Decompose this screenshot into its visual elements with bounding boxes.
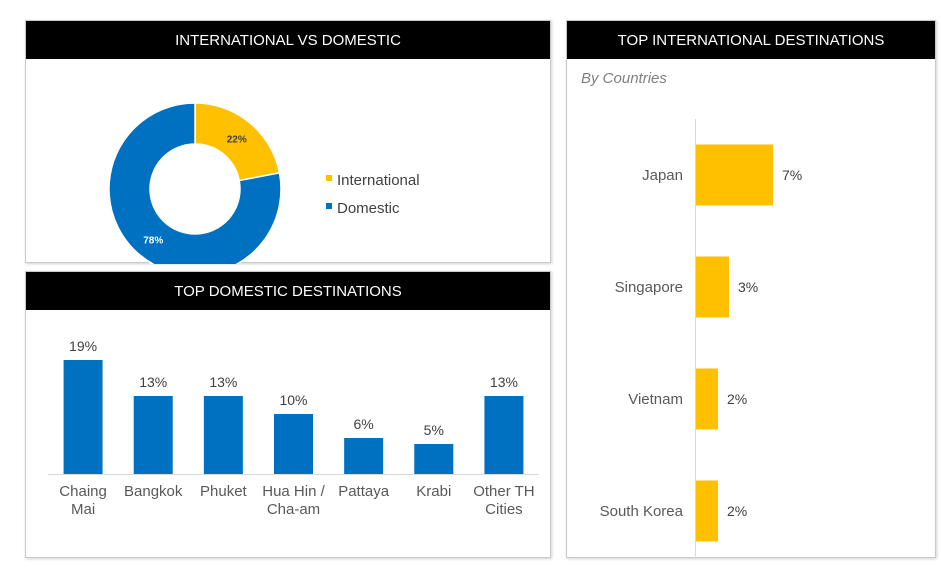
domestic-bar xyxy=(414,444,454,474)
international-bar xyxy=(696,144,773,206)
domestic-data-label: 5% xyxy=(424,422,444,438)
top-international-subtitle: By Countries xyxy=(581,70,667,87)
domestic-bar xyxy=(63,360,103,474)
international-data-label: 7% xyxy=(782,167,802,183)
domestic-tick-label: Krabi xyxy=(416,483,451,500)
domestic-bar xyxy=(484,396,524,474)
top-international-title: TOP INTERNATIONAL DESTINATIONS xyxy=(567,21,935,59)
legend-marker-international xyxy=(326,175,332,181)
domestic-bar xyxy=(133,396,173,474)
domestic-data-label: 13% xyxy=(209,374,237,390)
top-domestic-title: TOP DOMESTIC DESTINATIONS xyxy=(26,272,550,310)
intl-vs-domestic-title: INTERNATIONAL VS DOMESTIC xyxy=(26,21,550,59)
international-bar xyxy=(696,256,729,318)
donut-slice-domestic xyxy=(108,102,282,264)
international-tick-label: Singapore xyxy=(615,279,683,296)
international-tick-label: Japan xyxy=(642,167,683,184)
domestic-tick-label: Cha-am xyxy=(267,501,320,518)
domestic-bar xyxy=(344,438,384,474)
legend-label-international: International xyxy=(337,172,420,189)
domestic-bar xyxy=(203,396,243,474)
domestic-data-label: 6% xyxy=(354,416,374,432)
international-tick-label: Vietnam xyxy=(628,391,683,408)
domestic-tick-label: Other TH xyxy=(473,483,534,500)
international-data-label: 2% xyxy=(727,503,747,519)
domestic-tick-label: Bangkok xyxy=(124,483,183,500)
domestic-data-label: 10% xyxy=(279,392,307,408)
international-bar-chart: 7% Japan 3% Singapore 2% Vietnam 2% South Korea xyxy=(600,119,802,559)
domestic-tick-label: Hua Hin / xyxy=(262,483,325,500)
donut-data-label: 78% xyxy=(143,235,163,246)
domestic-tick-label: Chaing xyxy=(59,483,107,500)
domestic-data-label: 13% xyxy=(490,374,518,390)
domestic-tick-label: Mai xyxy=(71,501,95,518)
international-data-label: 3% xyxy=(738,279,758,295)
domestic-tick-label: Phuket xyxy=(200,483,248,500)
donut-chart: 22% 78% International Domestic xyxy=(108,102,420,264)
domestic-tick-label: Cities xyxy=(485,501,523,518)
intl-vs-domestic-panel: INTERNATIONAL VS DOMESTIC 22% 78% Internat… xyxy=(25,20,551,264)
domestic-bar xyxy=(274,414,313,474)
legend-label-domestic: Domestic xyxy=(337,200,400,217)
international-tick-label: South Korea xyxy=(600,503,684,520)
international-bar xyxy=(696,480,718,542)
donut-data-label: 22% xyxy=(227,135,247,146)
domestic-data-label: 13% xyxy=(139,374,167,390)
international-bar xyxy=(696,368,718,430)
international-data-label: 2% xyxy=(727,391,747,407)
domestic-tick-label: Pattaya xyxy=(338,483,390,500)
top-domestic-panel: TOP DOMESTIC DESTINATIONS 19% Chaing Mai 13… xyxy=(25,271,551,558)
domestic-data-label: 19% xyxy=(69,338,97,354)
legend-marker-domestic xyxy=(326,203,332,209)
top-international-panel: TOP INTERNATIONAL DESTINATIONS By Countr… xyxy=(566,20,936,559)
